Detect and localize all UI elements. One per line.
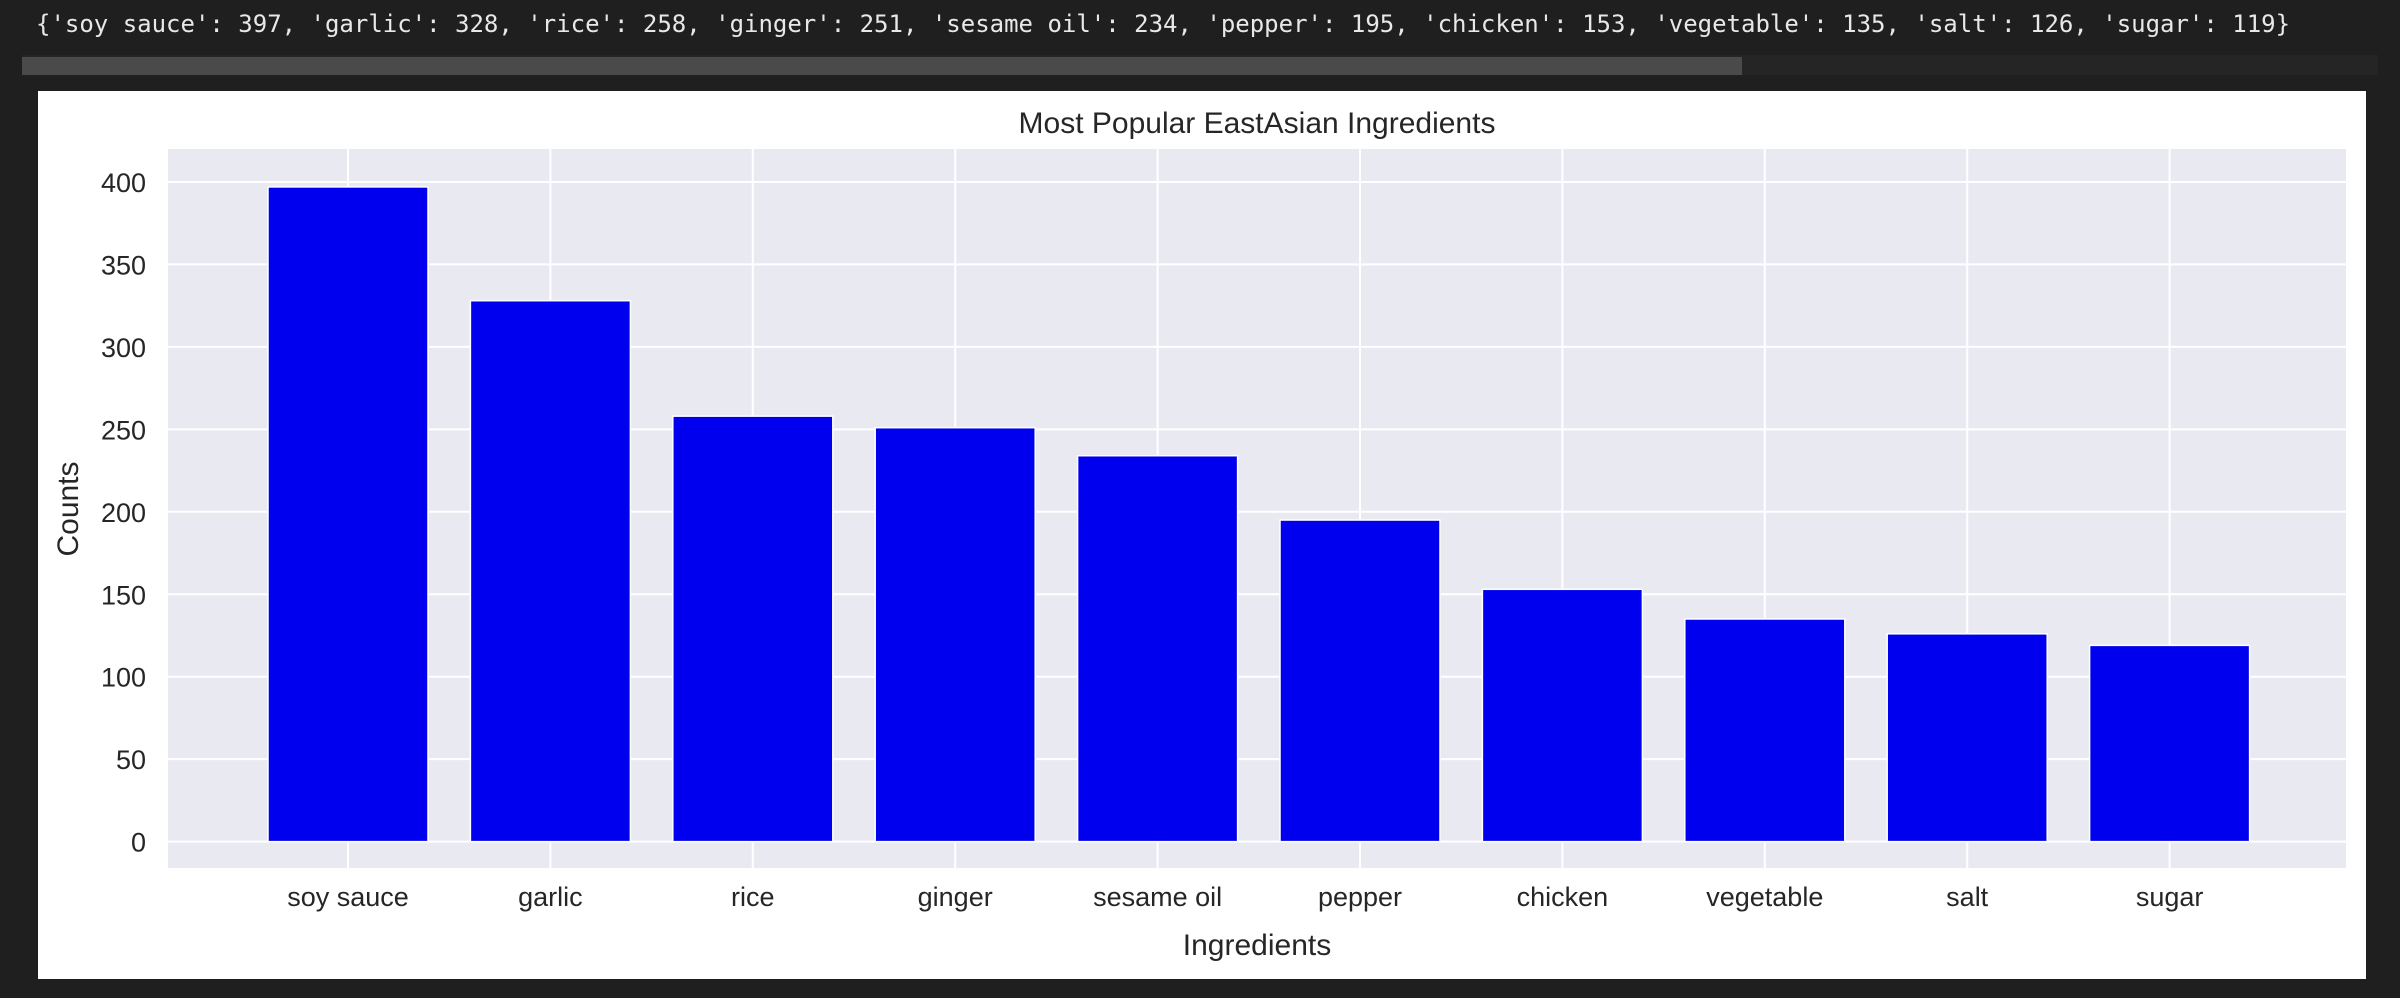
x-tick-label: sugar [2136,882,2204,912]
bar-soy-sauce [267,186,429,843]
bar-pepper [1279,519,1441,843]
x-tick-labels: soy sauce garlic rice ginger sesame oil peppe… [287,882,2203,912]
y-tick-label: 0 [131,828,146,858]
y-tick-label: 200 [101,498,146,528]
y-axis-label: Counts [52,461,85,556]
output-text: {'soy sauce': 397, 'garlic': 328, 'rice'… [36,10,2291,38]
scrollbar-thumb[interactable] [22,57,1742,75]
x-axis-label: Ingredients [1183,929,1331,962]
bar-garlic [469,299,632,843]
x-tick-label: vegetable [1706,882,1823,912]
bar-sesame-oil [1076,454,1239,843]
y-tick-label: 250 [101,415,146,445]
y-tick-label: 350 [101,250,146,280]
bars [267,186,2251,843]
y-tick-label: 300 [101,333,146,363]
bar-salt [1886,633,2048,843]
bar-chicken [1481,588,1644,843]
bar-vegetable [1684,618,1846,843]
x-tick-label: chicken [1517,882,1609,912]
y-tick-label: 400 [101,168,146,198]
bar-ginger [874,426,1036,843]
bar-sugar [2088,644,2251,843]
x-tick-label: sesame oil [1093,882,1222,912]
x-tick-label: soy sauce [287,882,409,912]
bar-chart: 0 50 100 150 200 250 300 350 400 soy sauce garlic… [52,107,2346,962]
y-tick-label: 150 [101,580,146,610]
x-tick-label: rice [731,882,775,912]
x-tick-label: ginger [918,882,993,912]
y-tick-labels: 0 50 100 150 200 250 300 350 400 [101,168,146,858]
x-tick-label: salt [1946,882,1989,912]
x-tick-label: garlic [518,882,583,912]
chart-title: Most Popular EastAsian Ingredients [1019,107,1496,140]
chart-panel: 0 50 100 150 200 250 300 350 400 soy sauce garlic… [38,91,2366,979]
horizontal-scrollbar[interactable] [22,55,2378,75]
x-tick-label: pepper [1318,882,1402,912]
y-tick-label: 100 [101,663,146,693]
bar-rice [672,415,834,843]
y-tick-label: 50 [116,745,146,775]
